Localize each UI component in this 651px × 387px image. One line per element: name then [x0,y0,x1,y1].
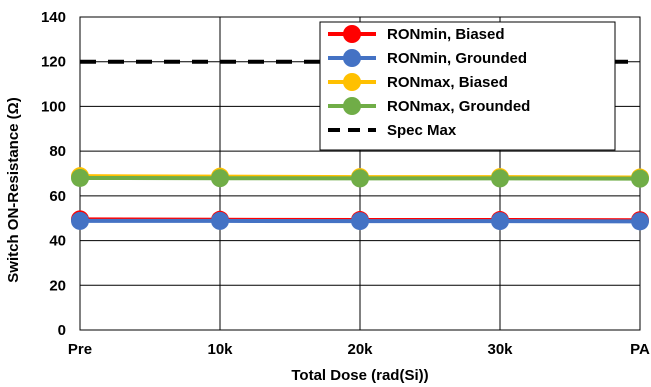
legend-label: RONmax, Grounded [387,98,530,115]
x-tick-label: Pre [68,341,92,358]
x-tick-label: 20k [347,341,373,358]
y-tick-label: 0 [58,322,66,339]
y-tick-label: 100 [41,98,66,115]
legend-marker [343,49,361,67]
data-point [491,212,509,231]
y-axis-label: Switch ON-Resistance (Ω) [5,97,22,282]
legend-marker [343,97,361,115]
data-point [211,169,229,188]
data-point [71,211,89,230]
y-tick-label: 140 [41,9,66,26]
y-tick-label: 120 [41,54,66,71]
y-tick-label: 60 [49,188,66,205]
x-axis-label: Total Dose (rad(Si)) [291,367,428,384]
x-tick-label: 10k [207,341,233,358]
tick-labels: 0 20 40 60 80 100 120 140 Pre 10k 20k 30k PA [41,9,650,358]
data-point [631,169,649,188]
legend-entries: RONmin, Biased RONmin, Grounded RONmax, Bi… [328,25,530,139]
data-point [491,169,509,188]
legend-marker [343,73,361,91]
legend-label: RONmin, Grounded [387,50,527,67]
legend-label: Spec Max [387,122,457,139]
legend-marker [343,25,361,43]
y-tick-label: 40 [49,233,66,250]
data-point [351,169,369,188]
data-point [71,168,89,187]
data-point [351,212,369,231]
legend-label: RONmax, Biased [387,74,508,91]
y-tick-label: 20 [49,277,66,294]
y-tick-label: 80 [49,143,66,160]
x-tick-label: PA [630,341,650,358]
legend-label: RONmin, Biased [387,26,505,43]
data-point [631,212,649,231]
x-tick-label: 30k [487,341,513,358]
data-point [211,211,229,230]
